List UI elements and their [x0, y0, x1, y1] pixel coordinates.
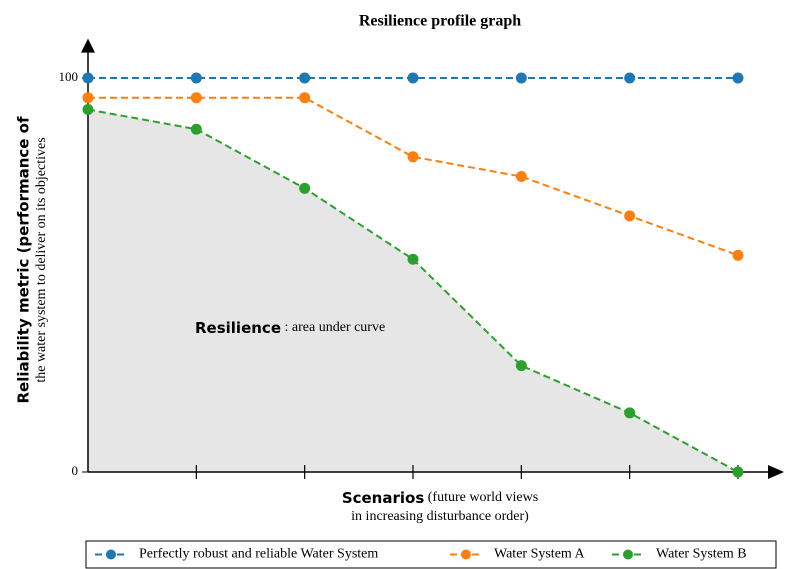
legend-box	[85, 540, 777, 569]
marker	[82, 92, 94, 104]
marker	[299, 182, 311, 194]
marker	[732, 466, 744, 478]
y-label: Reliability metric (performance of the w…	[15, 116, 50, 404]
y-axis-arrow	[81, 38, 95, 53]
marker	[407, 151, 419, 163]
marker	[732, 72, 744, 84]
area	[88, 109, 738, 473]
marker	[190, 123, 202, 135]
y-tick-label: 100	[59, 69, 79, 84]
legend-marker	[106, 549, 116, 560]
y-label-bold: Reliability metric (performance of	[15, 116, 33, 404]
annotation-bold: Resilience	[195, 319, 281, 337]
x-axis-arrow	[768, 465, 784, 479]
annotation: Resilience : area under curve	[195, 319, 385, 337]
y-label-sub: the water system to deliver on its objec…	[34, 137, 49, 382]
legend-label: Water System B	[656, 547, 747, 562]
x-label: Scenarios (future world views	[342, 489, 538, 507]
marker	[515, 360, 527, 372]
x-label-rest: (future world views	[424, 490, 538, 505]
marker	[190, 72, 202, 84]
marker	[624, 72, 636, 84]
annotation-rest: : area under curve	[281, 320, 385, 335]
legend-label: Water System A	[494, 547, 586, 562]
marker	[407, 253, 419, 265]
x-label-line2: in increasing disturbance order)	[351, 509, 529, 524]
legend-label: Perfectly robust and reliable Water Syst…	[139, 547, 378, 562]
marker	[624, 407, 636, 419]
legend-marker	[461, 549, 471, 560]
marker	[624, 210, 636, 222]
x-label-bold: Scenarios	[342, 489, 425, 507]
marker	[299, 72, 311, 84]
marker	[190, 92, 202, 104]
chart-title: Resilience profile graph	[359, 13, 521, 30]
legend-marker	[623, 549, 633, 560]
marker	[515, 72, 527, 84]
marker	[299, 92, 311, 104]
marker	[732, 249, 744, 261]
y-tick-label: 0	[72, 463, 79, 478]
marker	[407, 72, 419, 84]
marker	[82, 104, 94, 116]
marker	[82, 72, 94, 84]
marker	[515, 171, 527, 182]
